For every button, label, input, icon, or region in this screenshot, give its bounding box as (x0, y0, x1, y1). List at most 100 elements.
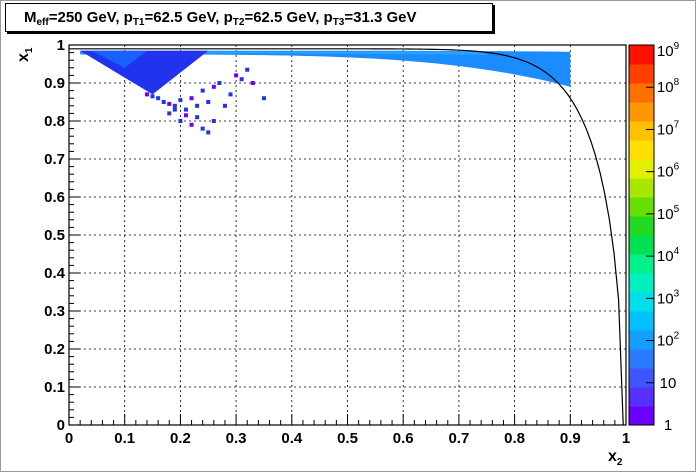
colorbar-label-exponent: 7 (674, 119, 680, 130)
title-part: =62.5 GeV, p (244, 9, 333, 26)
colorbar-label: 104 (657, 246, 680, 265)
colorbar-label: 107 (657, 119, 680, 138)
scatter-cell (189, 96, 194, 101)
scatter-cell (167, 111, 172, 116)
y-tick-label: 0.1 (44, 379, 65, 396)
y-axis-title-sub: 1 (24, 47, 35, 53)
colorbar-label-base: 1 (664, 417, 672, 434)
y-axis-title: x1 (15, 47, 35, 62)
scatter-cell (200, 126, 205, 131)
title-part: M (24, 9, 37, 26)
colorbar-label-base: 10 (657, 206, 674, 223)
upper-band-core (135, 51, 487, 55)
y-tick-label: 0.2 (44, 341, 65, 358)
x-tick-label: 0.4 (281, 430, 303, 447)
scatter-cell (200, 88, 205, 93)
title-subscript: T2 (232, 17, 245, 28)
scatter-cell (245, 67, 250, 72)
colorbar-label: 106 (657, 162, 680, 181)
scatter-cell (222, 103, 227, 108)
scatter-cell (178, 119, 183, 123)
colorbar-label-exponent: 3 (674, 288, 680, 299)
y-tick-label: 1 (57, 37, 65, 54)
scatter-cell (261, 96, 266, 101)
colorbar-label-exponent: 6 (674, 162, 680, 173)
x-tick-label: 0.3 (226, 430, 247, 447)
colorbar-segment (629, 292, 654, 312)
colorbar-label-base: 10 (657, 79, 674, 96)
x-tick-label: 0.8 (504, 430, 525, 447)
title-part: =250 GeV, p (48, 9, 133, 26)
scatter-cell (217, 81, 222, 85)
colorbar-label-exponent: 2 (674, 331, 680, 342)
y-axis-title-base: x (15, 53, 32, 62)
title-subscript: T1 (132, 17, 145, 28)
x-axis-title-sub: 2 (617, 457, 623, 468)
scatter-cell (211, 84, 216, 89)
title-part: =31.3 GeV (344, 9, 417, 26)
scatter-cell (189, 122, 194, 127)
colorbar-segment (629, 387, 654, 407)
colorbar-segment (629, 64, 654, 84)
triangle-core (91, 50, 147, 68)
y-tick-label: 0.9 (44, 75, 65, 92)
colorbar-label: 103 (657, 288, 680, 307)
scatter-cell (156, 96, 161, 101)
upper-band-region (80, 50, 571, 87)
scatter-cell (144, 92, 149, 97)
y-tick-label: 0.8 (44, 113, 65, 130)
colorbar-segment (629, 330, 654, 350)
colorbar-segment (629, 140, 654, 160)
scatter-cell (161, 100, 166, 104)
colorbar-segment (629, 178, 654, 198)
x-axis-title: x2 (608, 448, 623, 468)
x-tick-label: 0.5 (337, 430, 358, 447)
colorbar-label-base: 10 (657, 248, 674, 265)
title-subscript: T3 (332, 17, 345, 28)
colorbar-label-base: 10 (660, 375, 677, 392)
x-tick-label: 0 (65, 430, 73, 447)
x-tick-label: 0.6 (393, 430, 414, 447)
triangle-region (80, 50, 209, 95)
y-tick-label: 0.6 (44, 189, 65, 206)
colorbar-label-base: 10 (657, 164, 674, 181)
colorbar-segment (629, 235, 654, 255)
colorbar-segment (629, 121, 654, 141)
scatter-cell (172, 107, 177, 112)
colorbar-segment (629, 159, 654, 179)
colorbar-segment (629, 311, 654, 331)
scatter-cell (195, 103, 200, 108)
scatter-cell (228, 92, 233, 97)
colorbar-label: 10 (660, 375, 677, 392)
chart-title: Meff=250 GeV, pT1=62.5 GeV, pT2=62.5 GeV… (5, 3, 493, 32)
colorbar-label-exponent: 9 (674, 41, 680, 52)
scatter-cell (206, 130, 211, 135)
colorbar-segment (629, 368, 654, 388)
y-tick-label: 0 (57, 417, 65, 434)
colorbar-frame (628, 44, 655, 426)
y-tick-label: 0.4 (44, 265, 66, 282)
scatter-cell (172, 103, 177, 108)
boundary-curve (69, 48, 624, 426)
colorbar-label: 1 (664, 417, 672, 434)
colorbar-segment (629, 102, 654, 122)
colorbar-segment (629, 406, 654, 426)
x-tick-label: 0.1 (114, 430, 135, 447)
colorbar-label: 109 (657, 41, 680, 60)
x-tick-label: 0.7 (448, 430, 469, 447)
x-tick-label: 0.9 (560, 430, 581, 447)
colorbar-segment (629, 45, 654, 65)
scatter-cell (195, 115, 200, 120)
x-tick-label: 1 (622, 430, 630, 447)
colorbar-label: 102 (657, 331, 680, 350)
colorbar-segment (629, 216, 654, 236)
colorbar-segment (629, 349, 654, 369)
colorbar-label-base: 10 (657, 121, 674, 138)
colorbar-label-base: 10 (657, 290, 674, 307)
scatter-cell (183, 107, 188, 112)
x-axis-title-base: x (608, 448, 617, 465)
colorbar-label: 105 (657, 204, 680, 223)
colorbar-label-base: 10 (657, 333, 674, 350)
scatter-cell (206, 100, 211, 104)
